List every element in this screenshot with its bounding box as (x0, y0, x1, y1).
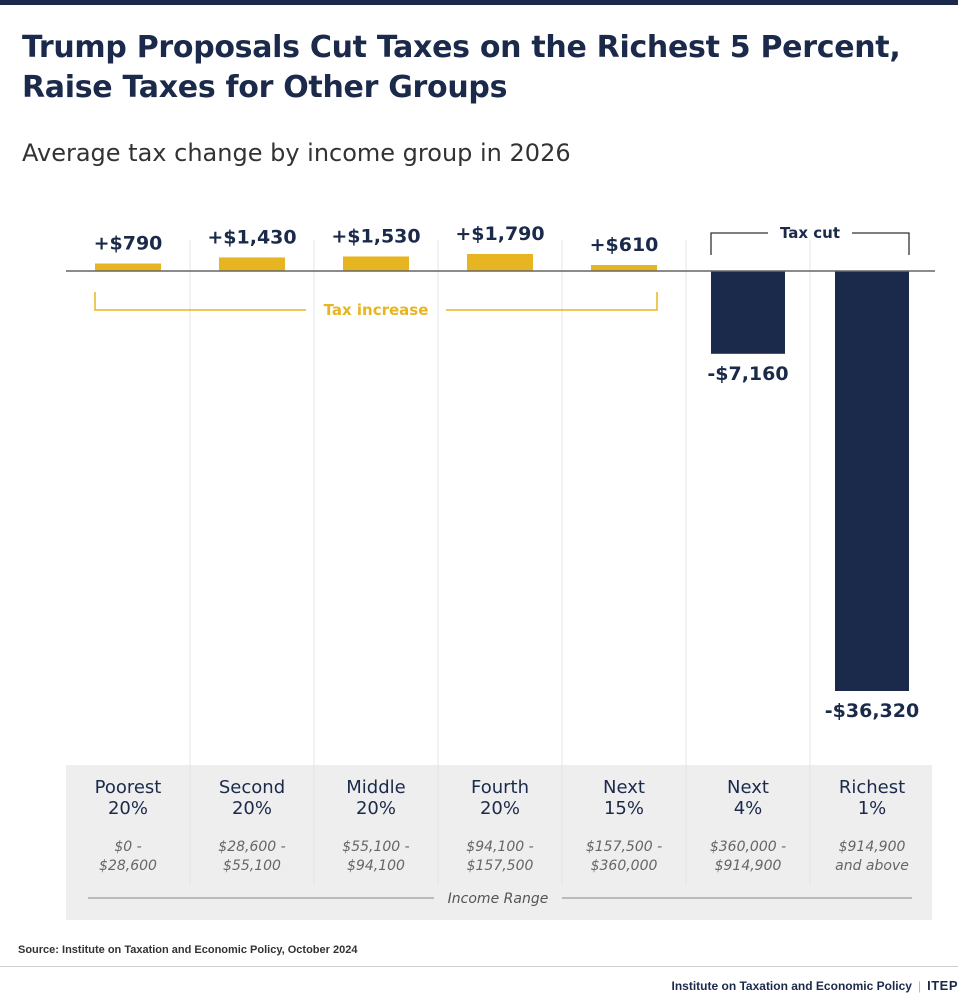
bar-middle-20- (343, 256, 409, 271)
category-label: Second (219, 777, 285, 798)
bar-next-15- (591, 265, 657, 271)
category-label: 15% (604, 798, 644, 819)
bar-poorest-20- (95, 263, 161, 271)
bottom-rule (0, 966, 958, 967)
tax-cut-bracket (710, 232, 910, 255)
income-range-label: $94,100 - (466, 839, 533, 855)
value-label: +$790 (94, 232, 163, 254)
category-label: Poorest (95, 777, 162, 798)
value-label: +$1,430 (207, 226, 296, 248)
bar-second-20- (219, 257, 285, 271)
income-range-label: $55,100 (223, 858, 281, 874)
tax-increase-bracket (94, 292, 658, 311)
income-range-label: $28,600 - (218, 839, 285, 855)
bar-chart: +$790 +$1,430 +$1,530 +$1,790 +$610 -$7,160 -$… (66, 223, 935, 920)
income-range-label: and above (835, 858, 909, 874)
income-range-label: $28,600 (99, 858, 157, 874)
footer-brand: ITEP (927, 978, 958, 993)
tax-cut-label: Tax cut (780, 224, 840, 242)
category-label: 1% (858, 798, 887, 819)
category-panel (66, 765, 932, 920)
bar-fourth-20- (467, 253, 533, 271)
footer: Institute on Taxation and Economic Polic… (671, 978, 958, 993)
category-label: 20% (356, 798, 396, 819)
income-range-label: $360,000 (591, 858, 658, 874)
value-label: +$1,530 (331, 225, 420, 247)
income-range-label: $157,500 (467, 858, 534, 874)
category-label: Next (727, 777, 769, 798)
x-axis-label: Income Range (448, 891, 549, 907)
bar-next-4- (711, 271, 785, 354)
income-range-label: $94,100 (347, 858, 405, 874)
category-label: 4% (734, 798, 763, 819)
category-label: Fourth (471, 777, 529, 798)
tax-increase-label: Tax increase (324, 301, 429, 319)
category-label: Next (603, 777, 645, 798)
income-range-label: $360,000 - (710, 839, 786, 855)
value-label: +$610 (590, 234, 659, 256)
value-label: -$36,320 (825, 700, 919, 722)
category-label: 20% (480, 798, 520, 819)
value-label: +$1,790 (455, 223, 544, 245)
category-label: Middle (346, 777, 405, 798)
value-label: -$7,160 (707, 363, 788, 385)
source-note: Source: Institute on Taxation and Econom… (18, 944, 358, 956)
chart-title: Trump Proposals Cut Taxes on the Richest… (22, 30, 901, 105)
footer-separator: | (917, 979, 922, 993)
category-label: Richest (839, 777, 905, 798)
income-range-label: $157,500 - (586, 839, 662, 855)
category-label: 20% (108, 798, 148, 819)
top-rule (0, 0, 958, 5)
chart-subtitle: Average tax change by income group in 20… (22, 139, 571, 167)
income-range-label: $914,900 (839, 839, 906, 855)
income-range-label: $914,900 (715, 858, 782, 874)
category-label: 20% (232, 798, 272, 819)
income-range-label: $0 - (114, 839, 141, 855)
footer-org: Institute on Taxation and Economic Polic… (671, 979, 912, 993)
income-range-label: $55,100 - (342, 839, 409, 855)
bar-richest-1- (835, 271, 909, 691)
